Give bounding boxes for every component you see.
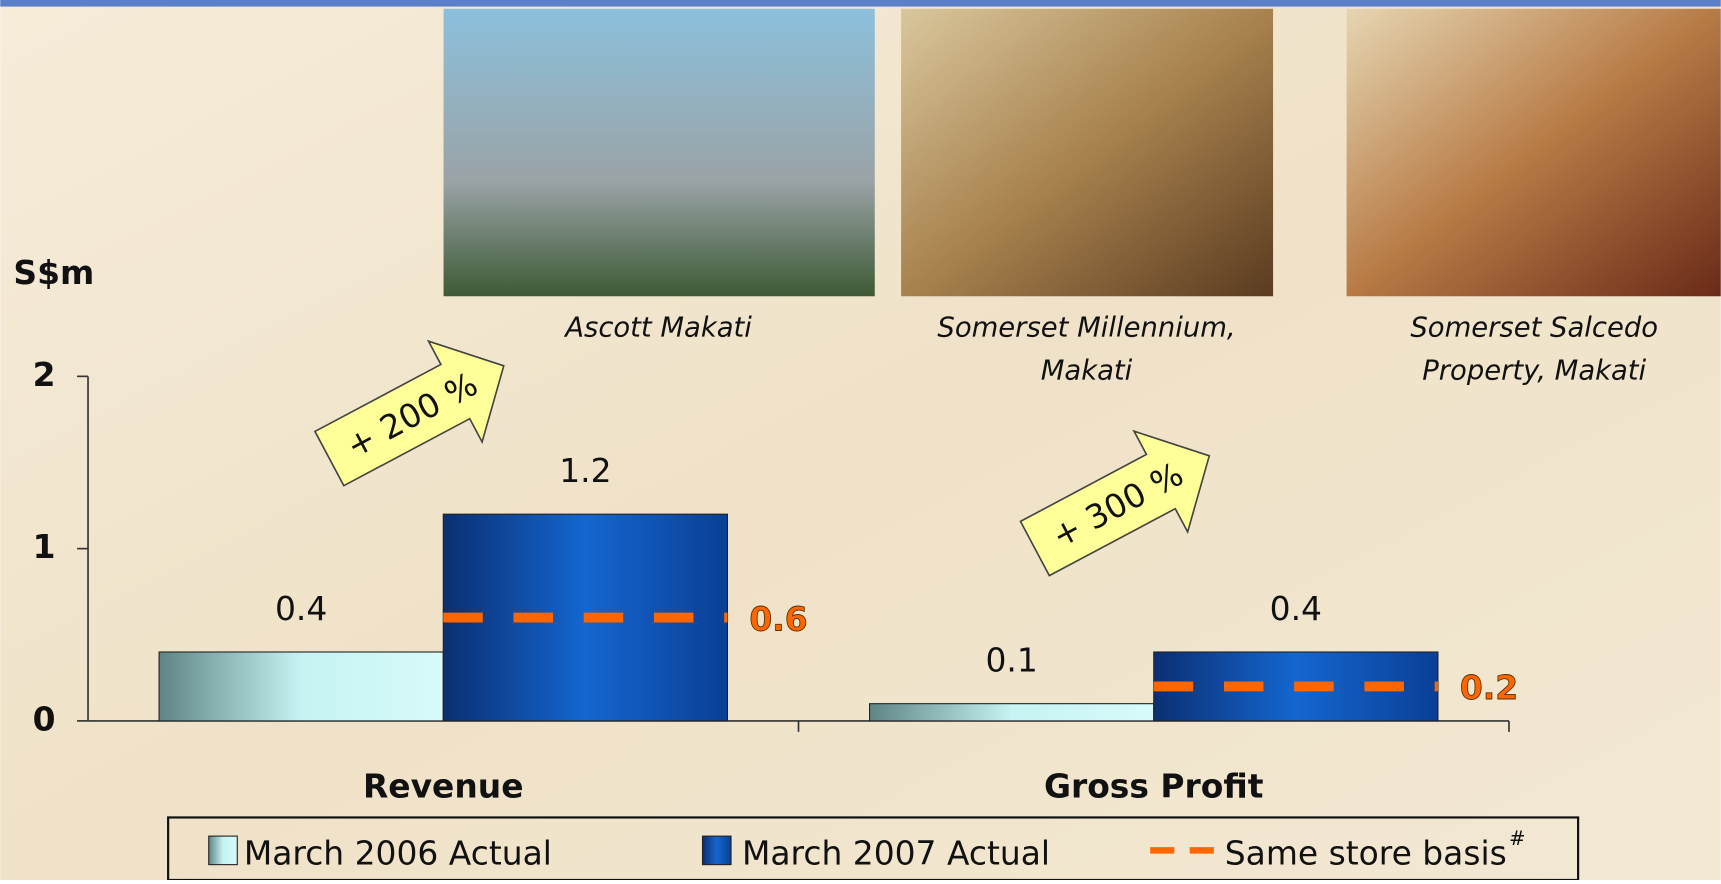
y-tick-label: 1 (33, 527, 56, 566)
photo-caption: Property, Makati (1422, 355, 1646, 386)
legend-label: Same store basis (1225, 833, 1507, 872)
photo-caption: Makati (1041, 355, 1133, 386)
y-tick-label: 0 (33, 699, 56, 738)
photo-caption: Ascott Makati (563, 313, 752, 344)
bar (159, 652, 443, 721)
slide: S$m Ascott Makati Somerset Millennium, Mak… (0, 0, 1721, 880)
y-tick-label: 2 (33, 355, 56, 394)
photo-caption: Somerset Millennium, (937, 313, 1235, 344)
value-label: 0.4 (1270, 589, 1322, 628)
top-bar (0, 0, 1720, 7)
y-axis-label: S$m (13, 253, 94, 292)
photo-caption: Somerset Salcedo (1410, 313, 1658, 344)
value-label: 0.1 (985, 640, 1037, 679)
value-label: 0.4 (275, 589, 327, 628)
x-tick-label: Revenue (363, 766, 524, 805)
legend-label: March 2006 Actual (244, 833, 552, 872)
value-label: 0.2 (1460, 668, 1518, 707)
legend-label: March 2007 Actual (742, 833, 1050, 872)
photo (901, 9, 1273, 296)
value-label: 1.2 (559, 451, 611, 490)
x-tick-label: Gross Profit (1044, 766, 1264, 805)
photo (1347, 9, 1721, 296)
bar (870, 704, 1154, 721)
legend-marker (702, 836, 731, 865)
legend-footnote-mark: # (1509, 827, 1526, 850)
page: {"chart_data": {"type": "bar", "y_label"… (0, 0, 1721, 880)
photo (444, 9, 875, 296)
value-label: 0.6 (749, 599, 807, 638)
legend-marker (209, 836, 238, 865)
